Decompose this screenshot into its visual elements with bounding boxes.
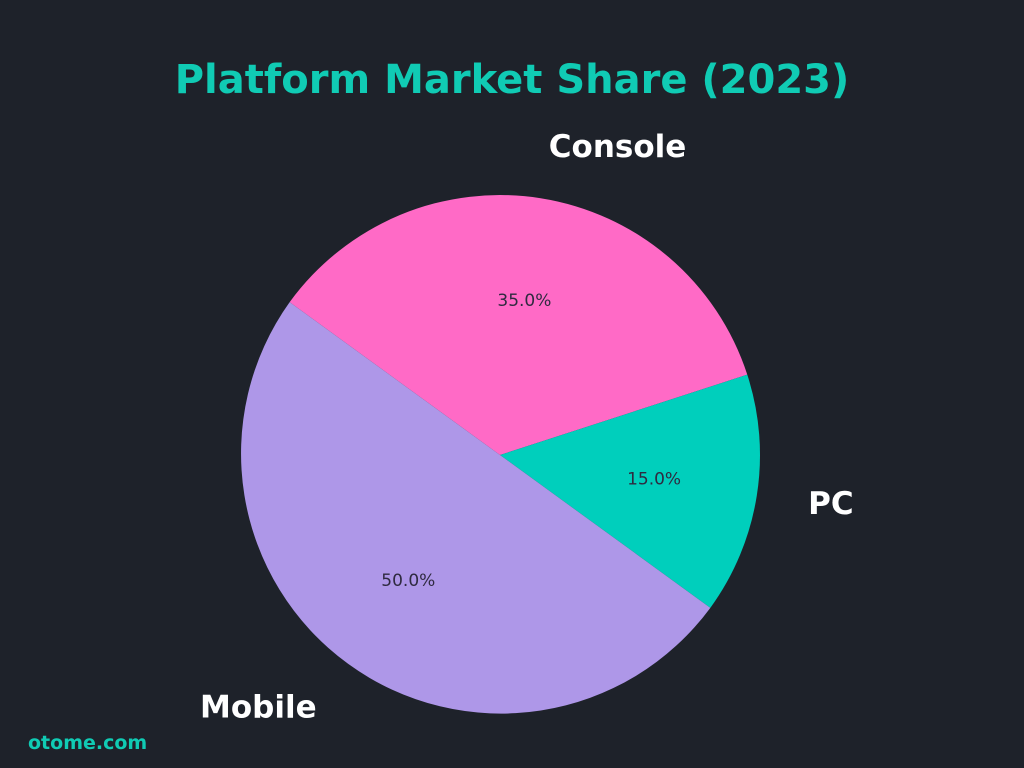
pie-slice-mobile — [241, 302, 711, 714]
percent-label-console: 35.0% — [497, 291, 551, 311]
category-label-mobile: Mobile — [200, 689, 317, 725]
percent-label-mobile: 50.0% — [381, 571, 435, 591]
category-labels: Console PC Mobile — [200, 129, 854, 726]
pie-slice-console — [289, 195, 748, 455]
pie-slices — [241, 195, 760, 714]
pie-slice-pc — [500, 374, 760, 608]
percent-label-pc: 15.0% — [627, 469, 681, 489]
chart-title: Platform Market Share (2023) — [174, 57, 850, 103]
percent-labels: 35.0% 15.0% 50.0% — [381, 291, 681, 591]
watermark: otome.com — [28, 732, 148, 754]
category-label-pc: PC — [808, 486, 853, 522]
category-label-console: Console — [549, 129, 687, 165]
